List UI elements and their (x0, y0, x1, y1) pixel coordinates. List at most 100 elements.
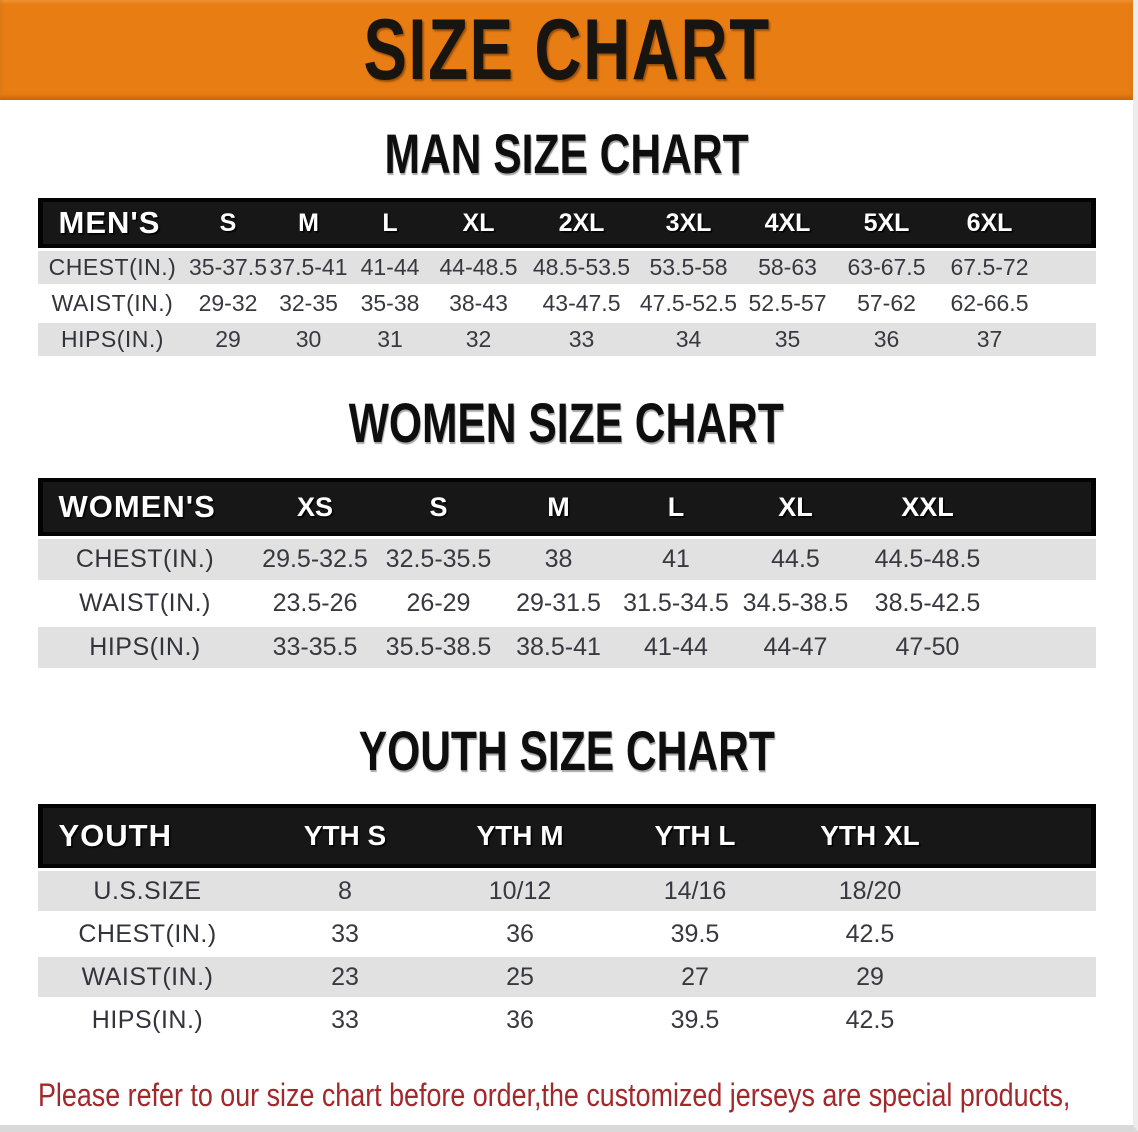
table-cell: 41-44 (617, 627, 735, 668)
table-cell: 57-62 (835, 287, 938, 320)
women-section-title-text: WOMEN SIZE CHART (348, 391, 785, 454)
men-section-title: MAN SIZE CHART (0, 126, 1133, 182)
table-cell: 35 (739, 323, 836, 356)
table-cell: 29 (782, 957, 958, 997)
men-header-row: MEN'S S M L XL 2XL 3XL 4XL 5XL 6XL (37, 198, 1096, 248)
men-col-s: S (187, 198, 269, 248)
filler-cell (957, 1000, 1096, 1040)
table-cell: 38-43 (431, 287, 526, 320)
men-col-6xl: 6XL (937, 198, 1042, 248)
filler-cell (1041, 323, 1096, 356)
table-cell: 63-67.5 (835, 251, 938, 284)
row-label: U.S.SIZE (37, 871, 258, 911)
table-cell: 18/20 (782, 871, 958, 911)
table-cell: 36 (835, 323, 938, 356)
men-col-l: L (348, 198, 432, 248)
table-cell: 58-63 (739, 251, 836, 284)
table-cell: 38.5-41 (499, 627, 618, 668)
table-cell: 10/12 (432, 871, 608, 911)
women-chest-row: CHEST(IN.) 29.5-32.5 32.5-35.5 38 41 44.… (37, 539, 1096, 580)
table-cell: 32-35 (268, 287, 349, 320)
men-hips-row: HIPS(IN.) 29 30 31 32 33 34 35 36 37 (37, 323, 1096, 356)
table-cell: 52.5-57 (739, 287, 836, 320)
women-col-xs: XS (252, 478, 378, 536)
men-col-2xl: 2XL (525, 198, 638, 248)
women-col-s: S (377, 478, 500, 536)
youth-group-label: YOUTH (37, 804, 258, 868)
table-cell: 31.5-34.5 (617, 583, 735, 624)
table-cell: 33-35.5 (252, 627, 378, 668)
table-cell: 34 (637, 323, 740, 356)
row-label: CHEST(IN.) (37, 251, 188, 284)
table-cell: 35.5-38.5 (377, 627, 500, 668)
women-section-title: WOMEN SIZE CHART (0, 395, 1133, 451)
table-cell: 32.5-35.5 (377, 539, 500, 580)
youth-section-title-text: YOUTH SIZE CHART (358, 719, 775, 782)
women-col-l: L (617, 478, 735, 536)
youth-section-title: YOUTH SIZE CHART (0, 723, 1133, 779)
row-label: HIPS(IN.) (37, 627, 253, 668)
row-label: WAIST(IN.) (37, 957, 258, 997)
youth-col-s: YTH S (257, 804, 433, 868)
women-col-m: M (499, 478, 618, 536)
table-cell: 30 (268, 323, 349, 356)
table-cell: 35-38 (348, 287, 432, 320)
women-group-label: WOMEN'S (37, 478, 253, 536)
table-cell: 48.5-53.5 (525, 251, 638, 284)
banner: SIZE CHART (0, 0, 1133, 100)
table-cell: 39.5 (607, 1000, 783, 1040)
women-col-xl: XL (734, 478, 857, 536)
filler-cell (957, 871, 1096, 911)
row-label: HIPS(IN.) (37, 1000, 258, 1040)
filler-cell (998, 627, 1096, 668)
banner-title: SIZE CHART (362, 2, 771, 98)
youth-col-l: YTH L (607, 804, 783, 868)
table-cell: 33 (257, 914, 433, 954)
men-chest-row: CHEST(IN.) 35-37.5 37.5-41 41-44 44-48.5… (37, 251, 1096, 284)
table-cell: 37 (937, 323, 1042, 356)
table-cell: 27 (607, 957, 783, 997)
table-cell: 43-47.5 (525, 287, 638, 320)
table-cell: 53.5-58 (637, 251, 740, 284)
table-cell: 44-48.5 (431, 251, 526, 284)
men-section-title-text: MAN SIZE CHART (384, 122, 749, 185)
table-cell: 44-47 (734, 627, 857, 668)
men-col-m: M (268, 198, 349, 248)
women-hips-row: HIPS(IN.) 33-35.5 35.5-38.5 38.5-41 41-4… (37, 627, 1096, 668)
table-cell: 37.5-41 (268, 251, 349, 284)
table-cell: 33 (525, 323, 638, 356)
table-cell: 38 (499, 539, 618, 580)
table-cell: 23.5-26 (252, 583, 378, 624)
table-cell: 36 (432, 914, 608, 954)
disclaimer: Please refer to our size chart before or… (38, 1070, 1133, 1125)
filler-cell (957, 804, 1096, 868)
table-cell: 8 (257, 871, 433, 911)
table-cell: 47-50 (856, 627, 999, 668)
youth-header-row: YOUTH YTH S YTH M YTH L YTH XL (37, 804, 1096, 868)
table-cell: 44.5-48.5 (856, 539, 999, 580)
men-size-table: MEN'S S M L XL 2XL 3XL 4XL 5XL 6XL CHEST… (37, 195, 1096, 359)
women-size-table: WOMEN'S XS S M L XL XXL CHEST(IN.) 29.5-… (37, 475, 1096, 671)
filler-cell (998, 583, 1096, 624)
table-cell: 26-29 (377, 583, 500, 624)
table-cell: 31 (348, 323, 432, 356)
table-cell: 36 (432, 1000, 608, 1040)
table-cell: 39.5 (607, 914, 783, 954)
table-cell: 14/16 (607, 871, 783, 911)
table-cell: 29-32 (187, 287, 269, 320)
table-cell: 44.5 (734, 539, 857, 580)
men-group-label: MEN'S (37, 198, 188, 248)
filler-cell (1041, 198, 1096, 248)
youth-col-xl: YTH XL (782, 804, 958, 868)
table-cell: 29-31.5 (499, 583, 618, 624)
filler-cell (1041, 251, 1096, 284)
table-cell: 38.5-42.5 (856, 583, 999, 624)
row-label: CHEST(IN.) (37, 539, 253, 580)
filler-cell (998, 478, 1096, 536)
row-label: HIPS(IN.) (37, 323, 188, 356)
disclaimer-line-1: Please refer to our size chart before or… (38, 1077, 1071, 1113)
men-col-xl: XL (431, 198, 526, 248)
disclaimer-line-2: we don't accept cancel, change, teturn o… (38, 1120, 955, 1125)
women-waist-row: WAIST(IN.) 23.5-26 26-29 29-31.5 31.5-34… (37, 583, 1096, 624)
